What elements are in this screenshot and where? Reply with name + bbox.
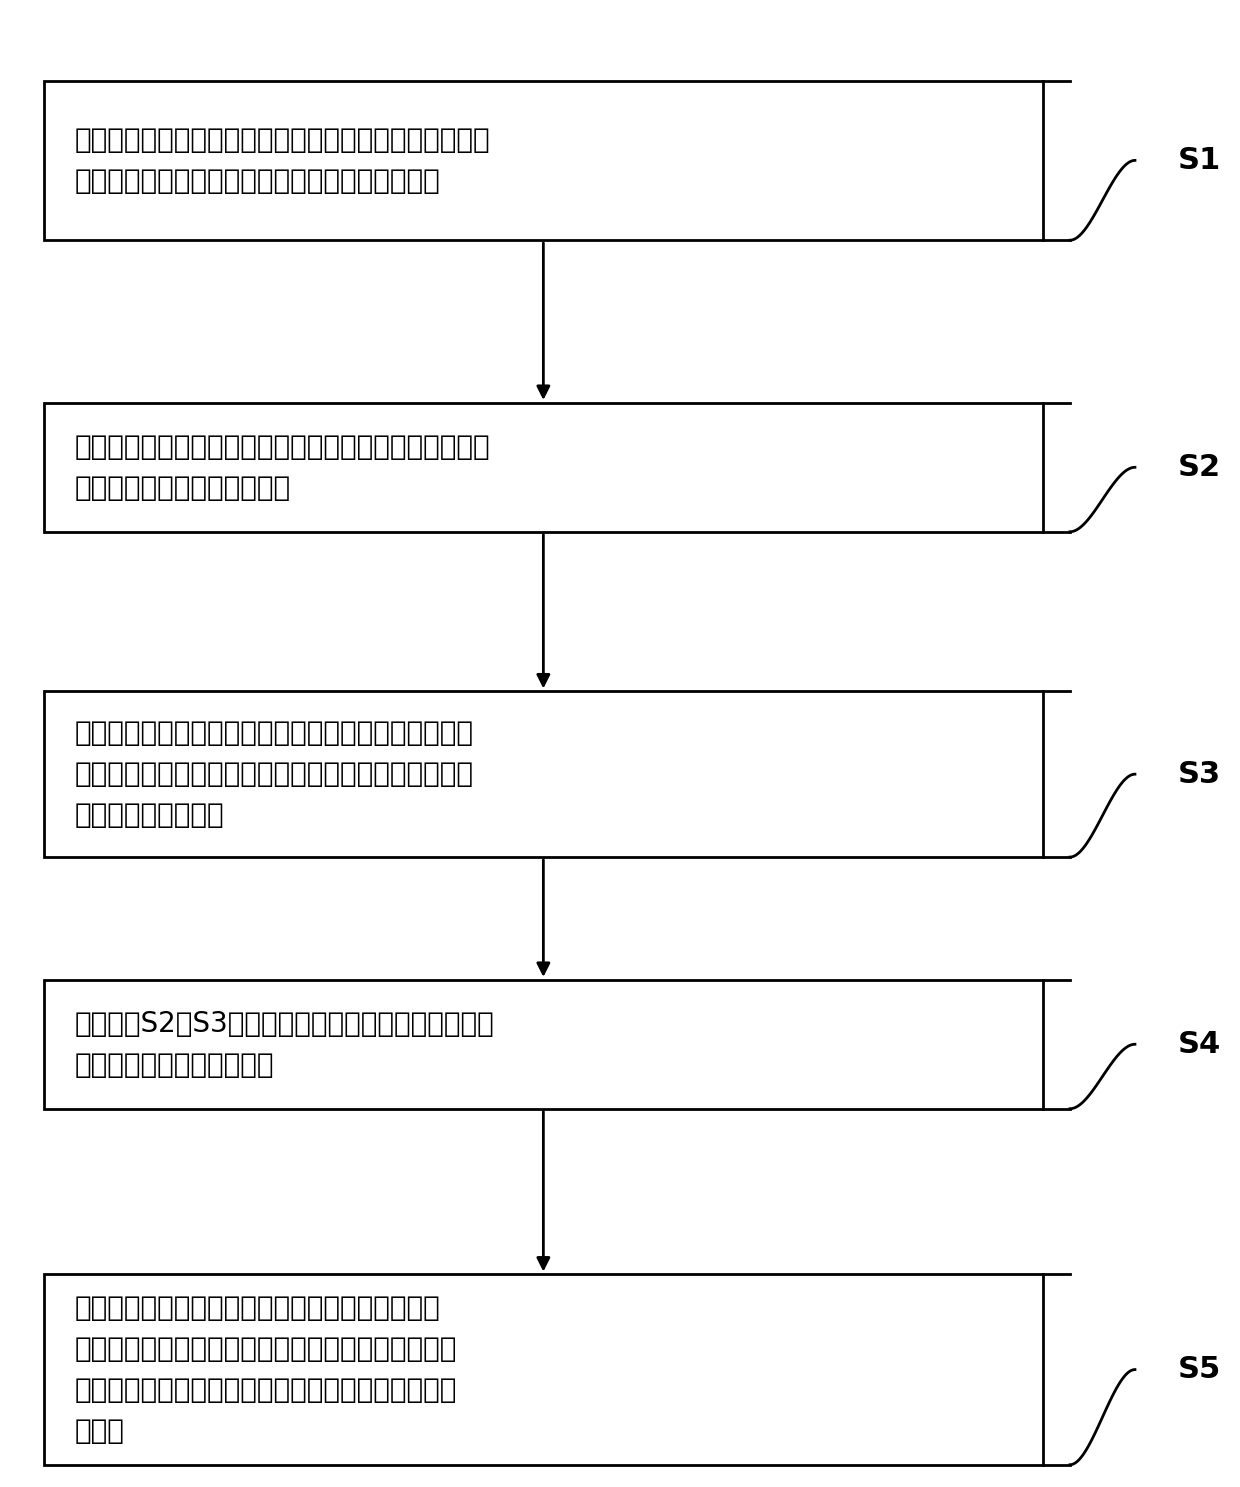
Text: 重复步骤S2和S3获取所有标准颜色下的标准多光谱数
据并储存于标准数据模块中: 重复步骤S2和S3获取所有标准颜色下的标准多光谱数 据并储存于标准数据模块中 xyxy=(74,1010,494,1080)
Text: S2: S2 xyxy=(1178,454,1221,482)
Bar xyxy=(43,980,1043,1109)
Text: S1: S1 xyxy=(1178,146,1221,175)
Bar xyxy=(43,691,1043,857)
Text: 拍摄场景图片，光谱芯片获取场景图片和多光谱数
据，数据处理模块对多光谱数据进行处理，之后色温
匹配模块将多光谱数据与标准多光谱数据进行标准方
差计算: 拍摄场景图片，光谱芯片获取场景图片和多光谱数 据，数据处理模块对多光谱数据进行处… xyxy=(74,1294,456,1445)
Text: 将标准色板置于色温标准灯下，调整色温标准灯与标准色
板的距离、标准色板与光谱芯片，系统开始检测。: 将标准色板置于色温标准灯下，调整色温标准灯与标准色 板的距离、标准色板与光谱芯片… xyxy=(74,126,490,195)
Bar xyxy=(43,80,1043,241)
Text: 连续采集多次，标准色板白色方块各像素的多光谱数据，
即得到多组多光谱数据矩阵。: 连续采集多次，标准色板白色方块各像素的多光谱数据， 即得到多组多光谱数据矩阵。 xyxy=(74,433,490,503)
Text: S4: S4 xyxy=(1178,1030,1221,1059)
Text: S5: S5 xyxy=(1178,1355,1221,1384)
Bar xyxy=(43,1274,1043,1465)
Text: S3: S3 xyxy=(1178,760,1221,788)
Text: 将获取的多光谱数据矩阵进行时间和空间降噪处理，针
对白色分别得到某一色温值下的标准多光谱数据，储存
于标准数据模块中。: 将获取的多光谱数据矩阵进行时间和空间降噪处理，针 对白色分别得到某一色温值下的标… xyxy=(74,720,474,830)
Bar xyxy=(43,403,1043,532)
